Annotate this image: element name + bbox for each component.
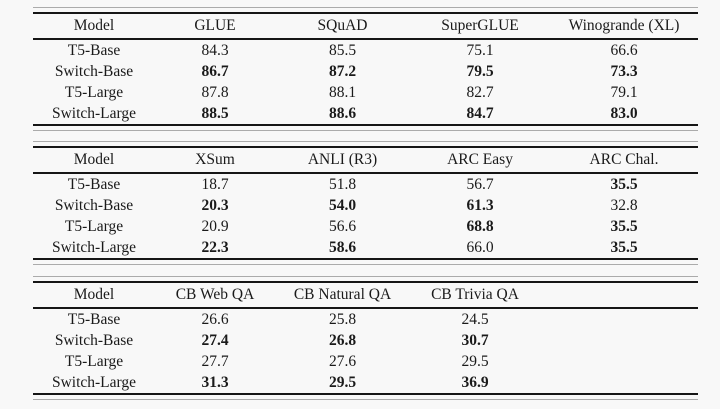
value-cell: 51.8 [328, 176, 357, 193]
value-cell: 27.7 [201, 353, 229, 370]
paper-results-page: Model GLUE SQuAD SuperGLUE Winogrande (XL) T5… [33, 7, 698, 400]
value-cell: 20.3 [201, 197, 229, 214]
table-row: Switch-Large 31.3 29.5 36.9 [33, 372, 698, 394]
value-cell: 36.9 [461, 374, 489, 391]
column-header: Model [33, 282, 155, 309]
column-header: SQuAD [275, 13, 410, 40]
value-cell: 85.5 [328, 42, 357, 59]
value-cell: 32.8 [610, 197, 638, 214]
table-row: T5-Base 18.7 51.8 56.7 35.5 [33, 173, 698, 195]
column-header: ARC Chal. [550, 147, 698, 174]
column-header: Winogrande (XL) [550, 13, 698, 40]
value-cell: 66.6 [610, 42, 638, 59]
value-cell: 25.8 [328, 311, 357, 328]
value-cell: 54.0 [328, 197, 357, 214]
column-header: XSum [155, 147, 275, 174]
value-cell: 87.8 [201, 84, 229, 101]
value-cell: 35.5 [610, 239, 638, 256]
value-cell: 79.5 [466, 63, 494, 80]
model-cell: Switch-Large [51, 374, 137, 391]
table-row: T5-Large 20.9 56.6 68.8 35.5 [33, 216, 698, 237]
benchmark-table-block-3: Model CB Web QA CB Natural QA CB Trivia QA T… [33, 276, 698, 400]
model-cell: T5-Large [64, 353, 124, 370]
value-cell: 84.3 [201, 42, 229, 59]
column-header: CB Natural QA [275, 282, 410, 309]
model-cell: T5-Base [67, 42, 121, 59]
column-header: CB Trivia QA [410, 282, 540, 309]
value-cell [540, 330, 698, 351]
value-cell: 79.1 [610, 84, 638, 101]
value-cell: 88.5 [201, 105, 229, 122]
column-header: GLUE [155, 13, 275, 40]
column-header: Model [33, 13, 155, 40]
model-cell: Switch-Large [51, 105, 137, 122]
value-cell: 35.5 [610, 218, 638, 235]
results-table-3: Model CB Web QA CB Natural QA CB Trivia QA T… [33, 281, 698, 395]
value-cell: 84.7 [466, 105, 494, 122]
column-header: ANLI (R3) [275, 147, 410, 174]
value-cell: 58.6 [328, 239, 357, 256]
value-cell: 82.7 [466, 84, 494, 101]
value-cell: 22.3 [201, 239, 229, 256]
table-row: Switch-Large 22.3 58.6 66.0 35.5 [33, 237, 698, 259]
model-cell: T5-Large [64, 84, 124, 101]
value-cell: 30.7 [461, 332, 489, 349]
value-cell: 66.0 [466, 239, 494, 256]
value-cell [540, 308, 698, 330]
value-cell: 87.2 [328, 63, 357, 80]
value-cell: 86.7 [201, 63, 229, 80]
model-cell: T5-Base [67, 176, 121, 193]
results-table-2: Model XSum ANLI (R3) ARC Easy ARC Chal. T5-Ba… [33, 146, 698, 260]
benchmark-table-block-1: Model GLUE SQuAD SuperGLUE Winogrande (XL) T5… [33, 7, 698, 131]
results-table-1: Model GLUE SQuAD SuperGLUE Winogrande (XL) T5… [33, 12, 698, 126]
value-cell: 73.3 [610, 63, 638, 80]
value-cell: 29.5 [461, 353, 489, 370]
value-cell: 20.9 [201, 218, 229, 235]
table-row: T5-Base 26.6 25.8 24.5 [33, 308, 698, 330]
header-row: Model GLUE SQuAD SuperGLUE Winogrande (XL) [33, 13, 698, 40]
value-cell: 75.1 [466, 42, 494, 59]
value-cell [540, 372, 698, 394]
value-cell: 26.6 [201, 311, 229, 328]
value-cell: 56.6 [328, 218, 357, 235]
value-cell: 24.5 [461, 311, 489, 328]
table-row: T5-Base 84.3 85.5 75.1 66.6 [33, 39, 698, 61]
value-cell: 35.5 [610, 176, 638, 193]
column-header: ARC Easy [410, 147, 550, 174]
value-cell: 31.3 [201, 374, 229, 391]
table-row: Switch-Base 20.3 54.0 61.3 32.8 [33, 195, 698, 216]
benchmark-table-block-2: Model XSum ANLI (R3) ARC Easy ARC Chal. T5-Ba… [33, 141, 698, 265]
value-cell: 18.7 [201, 176, 229, 193]
model-cell: Switch-Base [54, 197, 134, 214]
value-cell: 68.8 [466, 218, 494, 235]
value-cell: 88.1 [328, 84, 357, 101]
model-cell: Switch-Base [54, 332, 134, 349]
table-row: Switch-Large 88.5 88.6 84.7 83.0 [33, 103, 698, 125]
table-row: T5-Large 87.8 88.1 82.7 79.1 [33, 82, 698, 103]
model-cell: Switch-Large [51, 239, 137, 256]
value-cell: 27.6 [328, 353, 357, 370]
table-row: T5-Large 27.7 27.6 29.5 [33, 351, 698, 372]
value-cell [540, 351, 698, 372]
value-cell: 83.0 [610, 105, 638, 122]
model-cell: T5-Large [64, 218, 124, 235]
column-header: CB Web QA [155, 282, 275, 309]
header-row: Model XSum ANLI (R3) ARC Easy ARC Chal. [33, 147, 698, 174]
column-header: SuperGLUE [410, 13, 550, 40]
value-cell: 27.4 [201, 332, 229, 349]
value-cell: 29.5 [328, 374, 357, 391]
header-row: Model CB Web QA CB Natural QA CB Trivia QA [33, 282, 698, 309]
table-row: Switch-Base 27.4 26.8 30.7 [33, 330, 698, 351]
value-cell: 61.3 [466, 197, 494, 214]
column-header: Model [33, 147, 155, 174]
value-cell: 26.8 [328, 332, 357, 349]
table-row: Switch-Base 86.7 87.2 79.5 73.3 [33, 61, 698, 82]
column-header [540, 282, 698, 309]
model-cell: T5-Base [67, 311, 121, 328]
model-cell: Switch-Base [54, 63, 134, 80]
value-cell: 88.6 [328, 105, 357, 122]
value-cell: 56.7 [466, 176, 494, 193]
